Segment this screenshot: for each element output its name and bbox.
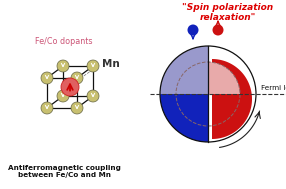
Circle shape xyxy=(87,60,99,72)
Polygon shape xyxy=(208,62,240,94)
Circle shape xyxy=(71,102,83,114)
Circle shape xyxy=(57,60,69,72)
Circle shape xyxy=(61,78,79,96)
Text: Fe/Co dopants: Fe/Co dopants xyxy=(35,37,93,46)
Circle shape xyxy=(71,72,83,84)
Circle shape xyxy=(57,90,69,102)
Circle shape xyxy=(41,72,53,84)
Circle shape xyxy=(188,25,198,36)
Text: Fermi level: Fermi level xyxy=(261,85,286,91)
Circle shape xyxy=(87,90,99,102)
Circle shape xyxy=(41,102,53,114)
Polygon shape xyxy=(160,94,208,142)
Text: between Fe/Co and Mn: between Fe/Co and Mn xyxy=(17,172,110,178)
Text: "Spin polarization
relaxation": "Spin polarization relaxation" xyxy=(182,3,274,22)
Polygon shape xyxy=(212,59,252,139)
Text: Mn: Mn xyxy=(102,59,120,69)
Polygon shape xyxy=(160,46,208,142)
Circle shape xyxy=(212,25,223,36)
Text: Antiferromagnetic coupling: Antiferromagnetic coupling xyxy=(7,165,120,171)
